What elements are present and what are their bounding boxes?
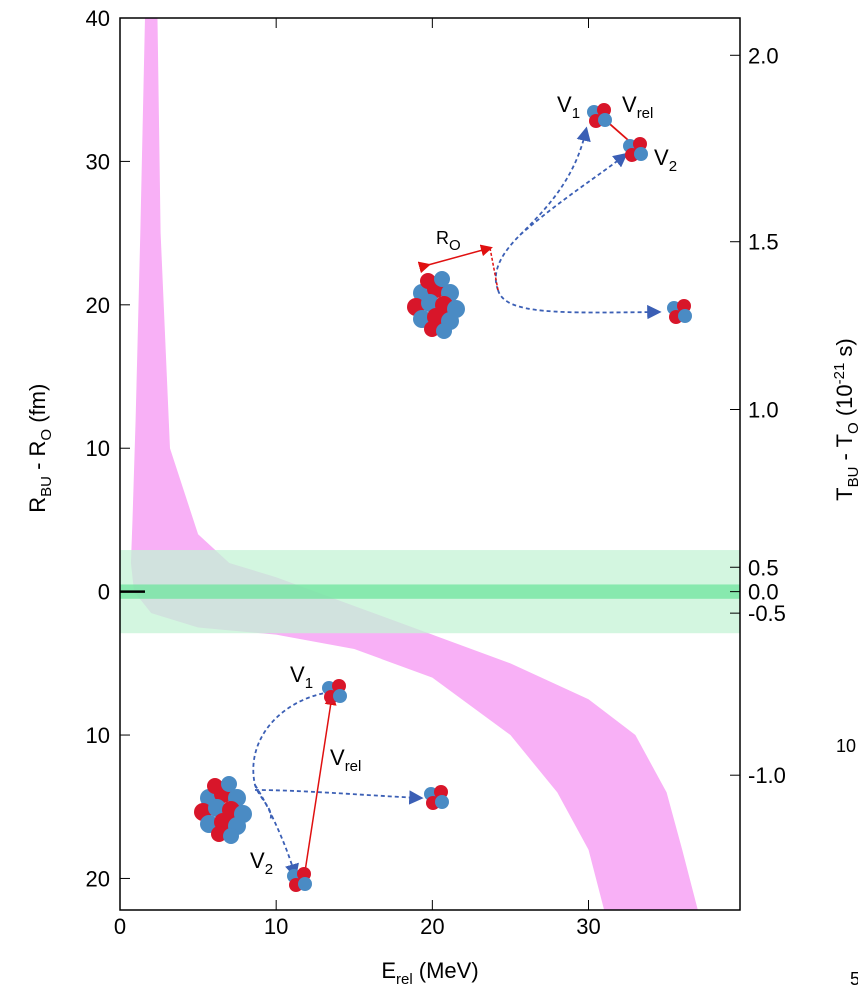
band-area: [130, 18, 698, 910]
trajectory: [254, 789, 424, 805]
ro-guide: [489, 247, 499, 291]
label-part: - T: [832, 434, 857, 467]
y2-tick-label: 0.5: [748, 555, 779, 580]
label-part: rel: [396, 971, 413, 988]
label-part: O: [38, 429, 55, 441]
x-tick-label: 30: [576, 914, 600, 939]
label-part: -21: [831, 363, 848, 385]
label-part: T: [832, 487, 857, 500]
x-tick-label: 20: [420, 914, 444, 939]
trajectory: [494, 126, 591, 291]
x-tick-label: 0: [114, 914, 126, 939]
label-ro: RO: [436, 228, 461, 254]
y2-tick-label: 0.0: [748, 580, 779, 605]
y-tick-label: 20: [86, 866, 110, 891]
y-tick-label: 10: [86, 723, 110, 748]
insets: V1 Vrel V2 RO V1 Vrel V2 10 5: [194, 92, 858, 989]
label-v2: V2: [250, 848, 273, 878]
ro-arrow: [417, 244, 493, 274]
vrel-arrow: [303, 693, 337, 879]
edge-fragment: 5: [850, 969, 858, 989]
y2-tick-label: 1.0: [748, 398, 779, 423]
y-tick-label: 10: [86, 436, 110, 461]
label-part: R: [25, 497, 50, 513]
y2-tick-label: -0.5: [748, 601, 786, 626]
label-part: E: [381, 958, 396, 983]
plot-area: 0 10 20 30 40 30 20 10 0 10 20 2.0 1.5 1.0 0.50.0-0.5 -…: [86, 6, 786, 939]
label-v1: V1: [290, 662, 313, 692]
trajectory: [254, 784, 299, 879]
y-tick-label: 0: [98, 580, 110, 605]
x-tick-label: 10: [264, 914, 288, 939]
y2-tick-label: 2.0: [748, 43, 779, 68]
label-v2: V2: [654, 145, 677, 175]
x-axis-label: Erel (MeV): [381, 958, 478, 988]
frame: [119, 17, 741, 911]
label-part: BU: [845, 467, 858, 488]
label-vrel: Vrel: [330, 745, 361, 775]
y-axis-label: RBU - RO (fm): [25, 384, 55, 513]
zone: [120, 584, 740, 599]
label-part: (10: [832, 384, 857, 422]
y-tick-label: 30: [86, 149, 110, 174]
label-part: (MeV): [413, 958, 479, 983]
label-part: O: [845, 422, 858, 434]
label-part: (fm): [25, 384, 50, 429]
y2-tick-label: -1.0: [748, 763, 786, 788]
label-part: BU: [38, 476, 55, 497]
y2-tick-label: 1.5: [748, 230, 779, 255]
label-part: - R: [25, 441, 50, 476]
trajectory: [497, 289, 662, 320]
label-part: s): [832, 338, 857, 362]
label-v1: V1: [557, 92, 580, 122]
label-vrel: Vrel: [622, 92, 653, 122]
y-tick-label: 20: [86, 293, 110, 318]
y-tick-label: 40: [86, 6, 110, 31]
trajectory: [519, 152, 628, 236]
y2-axis-label: TBU - TO (10-21 s): [831, 338, 858, 501]
trajectory: [252, 683, 342, 821]
edge-fragment: 10: [836, 736, 856, 756]
